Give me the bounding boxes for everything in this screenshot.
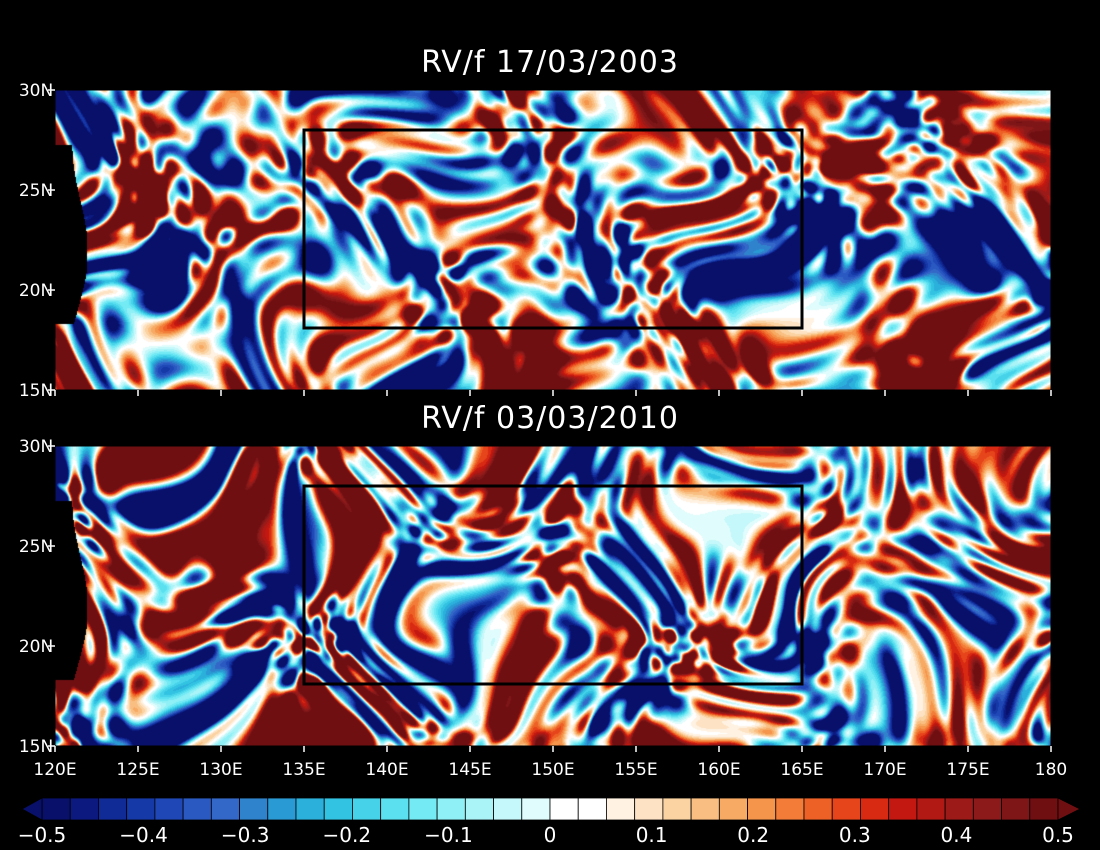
colorbar-swatch [803, 797, 833, 821]
colorbar-swatch [126, 797, 156, 821]
colorbar-swatch [577, 797, 607, 821]
colorbar-swatch [436, 797, 466, 821]
colorbar-tick-label: −0.2 [323, 823, 372, 847]
colorbar-swatch [606, 797, 636, 821]
colorbar-swatch [634, 797, 664, 821]
longitude-axis: 120E 125E 130E 135E 140E 145E 150E 155E 160E 165E… [33, 760, 1067, 780]
colorbar-swatch [916, 797, 946, 821]
colorbar-swatch [210, 797, 240, 821]
study-region-box [302, 484, 804, 686]
colorbar-tick-label: 0.2 [737, 823, 769, 847]
colorbar-swatch [239, 797, 269, 821]
longitude-tick-label: 135E [282, 760, 325, 780]
latitude-tick-label: 15N [19, 737, 53, 757]
map-panel-2010: RV/f 03/03/2010 30N 25N 20N 15N [19, 401, 1052, 757]
colorbar-swatch [98, 797, 128, 821]
longitude-tick-label: 160E [697, 760, 740, 780]
colorbar [21, 797, 1081, 821]
colorbar-swatch [888, 797, 918, 821]
latitude-tick-label: 30N [19, 437, 53, 457]
latitude-tick-label: 25N [19, 537, 53, 557]
colorbar-tick-label: 0.3 [839, 823, 871, 847]
panel-title: RV/f 03/03/2010 [421, 401, 679, 436]
colorbar-swatch [182, 797, 212, 821]
vorticity-field [55, 446, 1051, 746]
colorbar-swatch [408, 797, 438, 821]
longitude-tick-label: 165E [780, 760, 823, 780]
longitude-tick-marks [54, 746, 1052, 752]
colorbar-swatch [69, 797, 99, 821]
longitude-tick-label: 145E [448, 760, 491, 780]
colorbar-swatch [944, 797, 974, 821]
colorbar-tick-label: 0.5 [1042, 823, 1074, 847]
longitude-tick-label: 150E [531, 760, 574, 780]
colorbar-labels: −0.5 −0.4 −0.3 −0.2 −0.1 0 0.1 0.2 0.3 0.4 0.5 [18, 823, 1074, 847]
colorbar-tick-label: −0.4 [119, 823, 168, 847]
latitude-tick-label: 30N [19, 81, 53, 101]
longitude-tick-label: 140E [365, 760, 408, 780]
colorbar-swatch [662, 797, 692, 821]
colorbar-tick-label: −0.5 [18, 823, 67, 847]
longitude-tick-label: 155E [614, 760, 657, 780]
colorbar-swatch [267, 797, 297, 821]
longitude-tick-label: 125E [116, 760, 159, 780]
latitude-tick-label: 25N [19, 181, 53, 201]
colorbar-swatch [690, 797, 720, 821]
latitude-tick-label: 20N [19, 281, 53, 301]
longitude-tick-label: 175E [946, 760, 989, 780]
colorbar-swatch [521, 797, 551, 821]
colorbar-swatch [718, 797, 748, 821]
longitude-tick-marks [54, 390, 1052, 396]
colorbar-swatch [352, 797, 382, 821]
colorbar-min-arrow [21, 797, 43, 821]
colorbar-swatch [1001, 797, 1031, 821]
latitude-axis: 30N 25N 20N 15N [19, 437, 55, 757]
colorbar-swatch [860, 797, 890, 821]
longitude-tick-label: 180 [1035, 760, 1067, 780]
longitude-tick-label: 170E [863, 760, 906, 780]
latitude-tick-label: 15N [19, 381, 53, 401]
panel-title: RV/f 17/03/2003 [421, 45, 679, 80]
colorbar-swatch [747, 797, 777, 821]
colorbar-swatch [775, 797, 805, 821]
colorbar-tick-label: 0 [544, 823, 557, 847]
colorbar-swatch [41, 797, 71, 821]
colorbar-swatch [1029, 797, 1059, 821]
colorbar-swatch [323, 797, 353, 821]
colorbar-tick-label: −0.1 [424, 823, 473, 847]
colorbar-tick-label: −0.3 [221, 823, 270, 847]
colorbar-swatch [295, 797, 325, 821]
longitude-tick-label: 130E [199, 760, 242, 780]
colorbar-swatch [154, 797, 184, 821]
colorbar-swatch [380, 797, 410, 821]
vorticity-field [55, 90, 1051, 390]
latitude-axis: 30N 25N 20N 15N [19, 81, 55, 401]
colorbar-swatch [493, 797, 523, 821]
map-panel-2003: RV/f 17/03/2003 30N 25N 20N 15N [19, 45, 1052, 401]
longitude-tick-label: 120E [33, 760, 76, 780]
latitude-tick-label: 20N [19, 637, 53, 657]
colorbar-tick-label: 0.4 [940, 823, 972, 847]
colorbar-tick-label: 0.1 [636, 823, 668, 847]
colorbar-swatch [549, 797, 579, 821]
colorbar-max-arrow [1057, 797, 1081, 821]
colorbar-swatch [972, 797, 1002, 821]
colorbar-swatch [464, 797, 494, 821]
study-region-box [302, 128, 804, 330]
colorbar-swatch [831, 797, 861, 821]
